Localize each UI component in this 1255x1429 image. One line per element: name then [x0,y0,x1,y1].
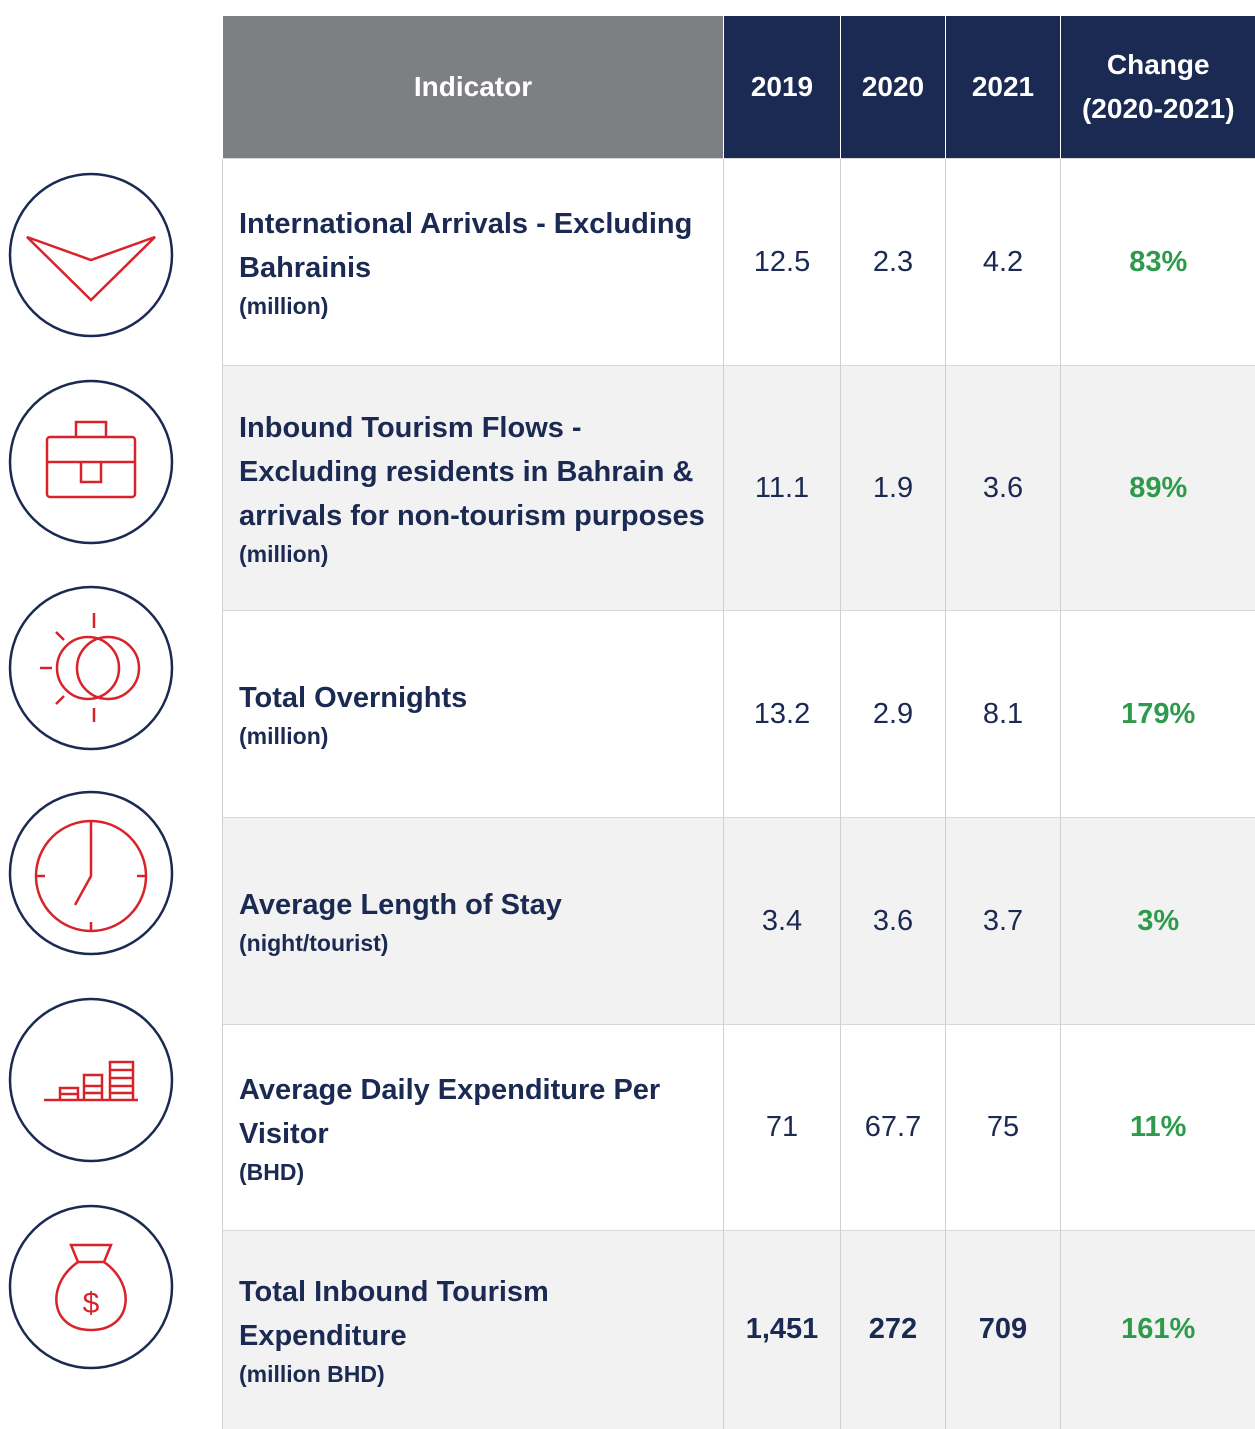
value-cell: 1,451 [724,1231,841,1429]
icon-circle [10,174,172,336]
indicator-name: International Arrivals - Excluding Bahra… [239,202,709,290]
table-row: Average Daily Expenditure Per Visitor(BH… [223,1025,1255,1231]
icon-circle [10,587,172,749]
change-cell: 3% [1061,818,1255,1025]
header-cell: 2020 [841,16,946,159]
value-cell: 1.9 [841,366,946,611]
table-row: International Arrivals - Excluding Bahra… [223,159,1255,366]
indicator-cell: Total Overnights(million) [223,611,724,818]
change-cell: 83% [1061,159,1255,366]
icons: $ [0,0,222,1428]
value-cell: 75 [946,1025,1061,1231]
indicator-cell: Average Daily Expenditure Per Visitor(BH… [223,1025,724,1231]
value-cell: 71 [724,1025,841,1231]
indicator-cell: Average Length of Stay(night/tourist) [223,818,724,1025]
value-cell: 709 [946,1231,1061,1429]
header-cell: Change (2020-2021) [1061,16,1255,159]
indicator-table: Indicator 2019 2020 2021 Change (2020-20… [222,16,1255,1429]
value-cell: 11.1 [724,366,841,611]
svg-text:$: $ [83,1287,100,1320]
change-cell: 89% [1061,366,1255,611]
change-cell: 11% [1061,1025,1255,1231]
value-cell: 3.4 [724,818,841,1025]
briefcase-icon [47,422,135,497]
indicator-name: Average Length of Stay [239,883,709,927]
value-cell: 2.9 [841,611,946,818]
value-cell: 3.6 [946,366,1061,611]
value-cell: 4.2 [946,159,1061,366]
header-cell: Indicator [223,16,724,159]
header-row: Indicator 2019 2020 2021 Change (2020-20… [223,16,1255,159]
value-cell: 13.2 [724,611,841,818]
stack-icon [44,1062,138,1100]
value-cell: 12.5 [724,159,841,366]
indicator-name: Average Daily Expenditure Per Visitor [239,1068,709,1156]
icon-circle [10,999,172,1161]
indicator-unit: (million) [239,720,709,752]
indicator-unit: (night/tourist) [239,927,709,959]
value-cell: 272 [841,1231,946,1429]
value-cell: 67.7 [841,1025,946,1231]
indicator-cell: Total Inbound Tourism Expenditure(millio… [223,1231,724,1429]
moneybag-icon: $ [56,1245,125,1330]
indicator-cell: Inbound Tourism Flows - Excluding reside… [223,366,724,611]
header-cell: 2021 [946,16,1061,159]
table-row: Average Length of Stay(night/tourist)3.4… [223,818,1255,1025]
indicator-name: Total Inbound Tourism Expenditure [239,1270,709,1358]
clock-icon [36,821,146,931]
change-cell: 179% [1061,611,1255,818]
change-cell: 161% [1061,1231,1255,1429]
table-row: Inbound Tourism Flows - Excluding reside… [223,366,1255,611]
value-cell: 2.3 [841,159,946,366]
indicator-unit: (BHD) [239,1156,709,1188]
indicator-unit: (million BHD) [239,1358,709,1390]
value-cell: 3.7 [946,818,1061,1025]
table-row: Total Inbound Tourism Expenditure(millio… [223,1231,1255,1429]
value-cell: 3.6 [841,818,946,1025]
indicator-name: Total Overnights [239,676,709,720]
plane-icon [27,237,155,300]
indicator-cell: International Arrivals - Excluding Bahra… [223,159,724,366]
eclipse-icon [40,613,139,722]
header-cell: 2019 [724,16,841,159]
indicator-unit: (million) [239,538,709,570]
indicator-name: Inbound Tourism Flows - Excluding reside… [239,406,709,538]
indicator-unit: (million) [239,290,709,322]
value-cell: 8.1 [946,611,1061,818]
